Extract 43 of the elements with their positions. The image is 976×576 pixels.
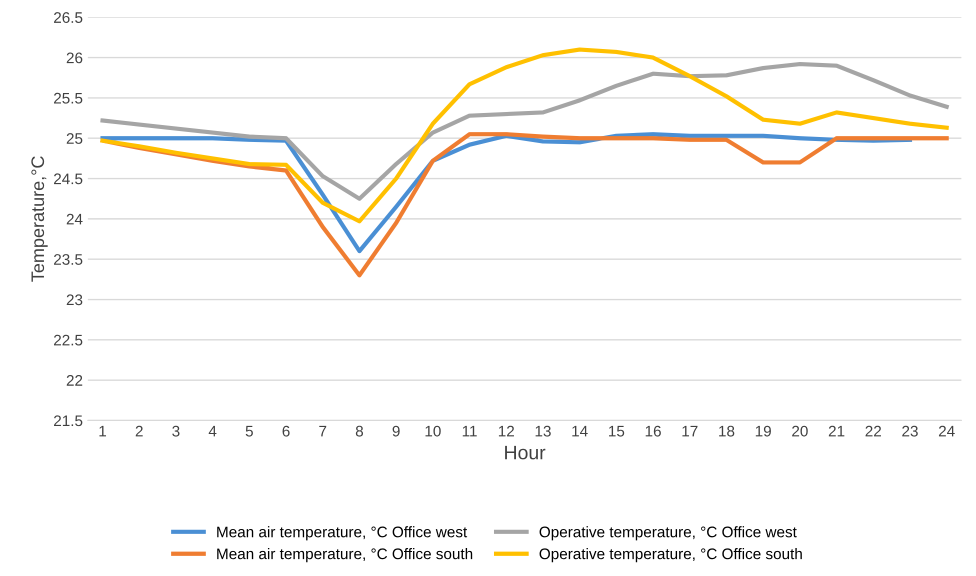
y-tick-label: 26 [66,52,82,64]
x-tick-label: 14 [572,426,588,436]
x-tick-label: 18 [719,426,734,437]
y-tick-label: 24 [66,214,83,224]
x-tick-label: 12 [498,426,514,436]
x-tick-label: 5 [246,426,253,437]
x-tick-label: 10 [426,426,441,437]
x-tick-label: 8 [356,426,364,437]
y-tick-label: 24.5 [54,173,82,184]
x-tick-label: 4 [208,426,216,436]
legend-label: Operative temperature, °C Office south [540,548,802,562]
x-tick-label: 9 [392,426,400,437]
x-tick-label: 20 [792,426,808,437]
y-tick-label: 22 [66,375,82,386]
x-tick-label: 17 [682,426,698,436]
y-axis-title: Temperature,°C [31,156,48,282]
x-axis-title: Hour [505,446,546,460]
x-tick-label: 7 [319,426,326,436]
x-tick-label: 3 [172,426,180,437]
line-series [100,62,949,201]
legend-label: Mean air temperature, °C Office west [217,526,468,540]
x-tick-label: 11 [462,426,477,436]
y-tick-label: 21.5 [54,415,82,426]
x-tick-label: 16 [646,426,661,437]
y-tick-label: 23.5 [54,254,82,265]
y-tick-label: 25.5 [54,92,82,104]
y-tick-label: 26.5 [54,12,82,23]
x-tick-label: 19 [756,426,771,437]
legend-label: Operative temperature, °C Office west [540,526,797,540]
x-tick-label: 2 [136,426,143,436]
y-tick-label: 22.5 [54,334,82,346]
x-tick-label: 1 [99,426,106,436]
x-tick-label: 21 [828,426,844,436]
x-tick-label: 23 [902,426,918,437]
x-tick-label: 22 [866,426,882,436]
y-tick-label: 23 [66,294,82,306]
x-tick-label: 13 [536,426,551,437]
line-series [100,47,949,224]
y-tick-label: 25 [66,133,82,144]
x-tick-label: 6 [282,426,290,437]
x-tick-label: 15 [609,426,624,437]
x-tick-label: 24 [938,426,955,436]
legend-label: Mean air temperature, °C Office south [217,548,472,562]
